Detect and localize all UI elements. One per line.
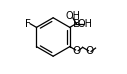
Text: O: O bbox=[73, 46, 81, 56]
Text: OH: OH bbox=[65, 11, 80, 21]
Text: F: F bbox=[25, 19, 31, 29]
Text: B: B bbox=[72, 19, 80, 29]
Text: O: O bbox=[86, 46, 94, 56]
Text: OH: OH bbox=[78, 19, 93, 29]
